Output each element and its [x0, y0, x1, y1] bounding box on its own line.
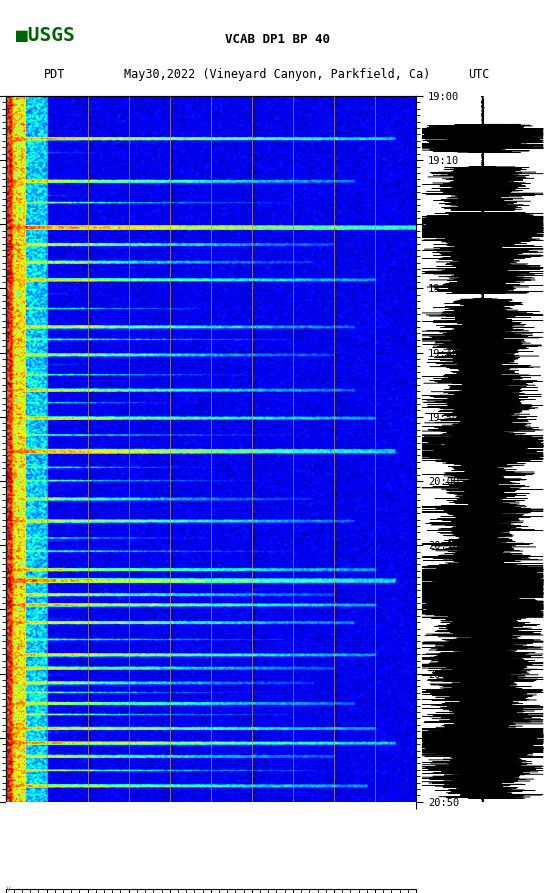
Text: ■USGS: ■USGS	[17, 26, 75, 45]
Text: UTC: UTC	[468, 68, 489, 81]
Text: May30,2022 (Vineyard Canyon, Parkfield, Ca): May30,2022 (Vineyard Canyon, Parkfield, …	[124, 68, 431, 81]
Text: PDT: PDT	[44, 68, 65, 81]
Text: VCAB DP1 BP 40: VCAB DP1 BP 40	[225, 33, 330, 46]
Text: v: v	[6, 884, 10, 893]
